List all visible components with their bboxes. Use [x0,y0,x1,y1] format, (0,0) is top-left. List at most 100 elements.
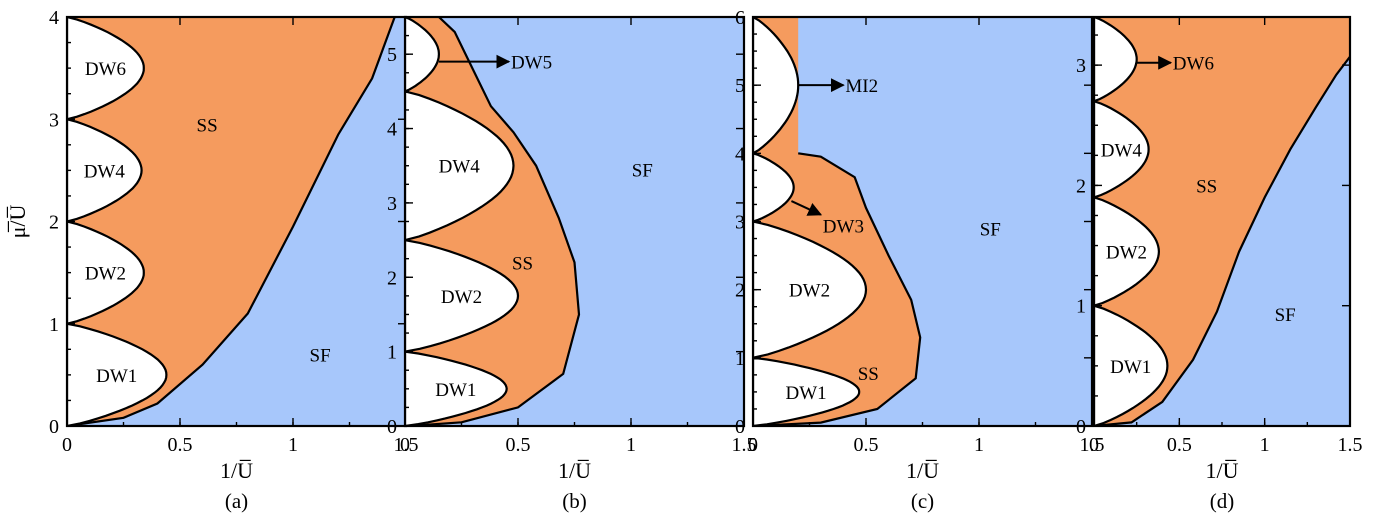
y-tick-label: 2 [1076,175,1086,197]
region-label-sf: SF [632,160,653,181]
lobe-dw6 [1094,17,1138,103]
y-tick-label: 4 [735,143,745,165]
lobe-label: DW2 [85,264,126,285]
x-tick-label: 1.5 [732,434,757,456]
y-tick-label: 5 [735,75,745,97]
lobe-dw5 [405,17,441,93]
region-label-ss: SS [512,253,533,274]
x-tick-label: 1.5 [1080,434,1105,456]
lobe-dw3 [753,152,795,223]
lobe-label: DW4 [1101,140,1143,161]
y-tick-label: 3 [735,212,745,234]
ss-sf-boundary [409,17,581,426]
x-tick-label: 1.5 [1338,434,1363,456]
y-tick-label: 2 [387,267,397,289]
y-axis-label: μ̅/U̅ [5,204,30,238]
y-tick-label: 3 [49,109,59,131]
panel-caption: (c) [911,489,934,513]
region-label-sf: SF [310,345,331,366]
lobe-label: DW1 [435,380,476,401]
x-axis-label: 1/U̅ [906,458,939,483]
ss-sf-boundary [753,152,922,426]
x-axis-label: 1/U̅ [1206,458,1239,483]
lobe-label: DW6 [85,59,126,80]
x-tick-label: 0 [62,434,72,456]
x-tick-label: 1.5 [394,434,419,456]
y-tick-label: 0 [735,416,745,438]
annotation-label: MI2 [845,76,878,97]
y-tick-label: 2 [735,280,745,302]
annotation-label: DW5 [511,53,552,74]
lobe-dw1 [753,356,861,426]
x-tick-label: 0.5 [854,434,879,456]
lobe-label: DW1 [786,383,827,404]
region-label-sf: SF [980,219,1001,240]
lobe-label: DW1 [1110,357,1151,378]
x-tick-label: 0 [1089,434,1099,456]
y-tick-label: 1 [49,314,59,336]
x-tick-label: 0 [748,434,758,456]
region-ss-fill [1094,17,1350,426]
x-tick-label: 1 [1260,434,1270,456]
plot-area [67,17,406,426]
y-tick-label: 1 [387,342,397,364]
lobe-dw2 [67,220,145,325]
lobe-dw1 [405,350,508,426]
region-label-sf: SF [1275,305,1296,326]
y-tick-label: 0 [1076,416,1086,438]
y-tick-label: 2 [49,212,59,234]
y-tick-label: 1 [1076,296,1086,318]
lobe-label: DW2 [1106,243,1147,264]
x-axis-label: 1/U̅ [220,458,253,483]
lobe-dw2 [753,220,868,359]
x-tick-label: 0 [400,434,410,456]
annotation-arrow [790,200,823,216]
lobe-label: DW2 [441,287,482,308]
x-tick-label: 0.5 [168,434,193,456]
x-tick-label: 0.5 [506,434,531,456]
lobe-dw1 [67,322,168,426]
x-tick-label: 1 [626,434,636,456]
lobe-label: DW4 [84,161,126,182]
lobe-mi2 [753,17,800,155]
y-tick-label: 3 [1076,55,1086,77]
region-label-ss: SS [858,364,879,385]
ss-sf-boundary [67,17,396,426]
lobe-dw2 [405,238,520,353]
y-tick-label: 4 [49,7,59,29]
plot-area [753,17,1092,426]
lobe-dw1 [1094,304,1169,426]
lobe-label: DW4 [439,157,481,178]
lobe-dw4 [405,90,515,242]
x-tick-label: 1 [288,434,298,456]
plot-area [1094,17,1350,426]
y-tick-label: 0 [387,416,397,438]
panel-caption: (b) [562,489,587,513]
lobe-label: DW1 [96,366,137,387]
lobe-dw6 [67,17,145,121]
lobe-dw2 [1094,196,1161,307]
annotation-label: DW3 [823,217,864,238]
annotation-label: DW6 [1173,54,1214,75]
y-tick-label: 1 [735,348,745,370]
x-axis-label: 1/U̅ [558,458,591,483]
x-tick-label: 1 [974,434,984,456]
y-tick-label: 6 [735,7,745,29]
y-tick-label: 0 [49,416,59,438]
y-tick-label: 4 [387,119,397,141]
lobe-dw4 [1094,100,1150,199]
x-tick-label: 0.5 [1167,434,1192,456]
lobe-label: DW2 [789,281,830,302]
panel-caption: (d) [1210,489,1235,513]
y-tick-label: 5 [387,44,397,66]
region-ss-fill [67,17,395,426]
plot-area [405,17,744,426]
region-label-ss: SS [197,115,218,136]
ss-sf-boundary [1094,56,1350,426]
region-label-ss: SS [1196,176,1217,197]
